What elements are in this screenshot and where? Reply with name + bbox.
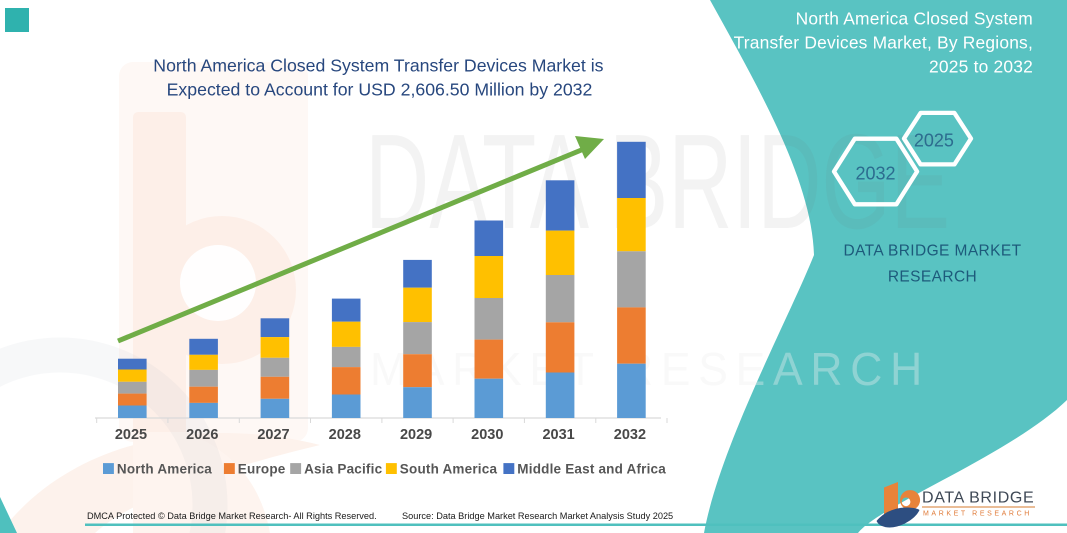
- svg-text:2030: 2030: [471, 427, 503, 443]
- svg-text:Source: Data Bridge Market Res: Source: Data Bridge Market Research Mark…: [402, 511, 673, 521]
- svg-text:2029: 2029: [400, 427, 432, 443]
- svg-text:2031: 2031: [542, 427, 574, 443]
- svg-text:North America: North America: [117, 462, 212, 477]
- svg-text:Expected to Account for USD 2,: Expected to Account for USD 2,606.50 Mil…: [167, 80, 593, 100]
- svg-text:Transfer Devices Market, By Re: Transfer Devices Market, By Regions,: [734, 33, 1033, 53]
- svg-text:DATA BRIDGE MARKET: DATA BRIDGE MARKET: [843, 243, 1021, 260]
- svg-text:Europe: Europe: [238, 462, 286, 477]
- svg-text:RESEARCH: RESEARCH: [888, 269, 977, 286]
- svg-text:2025: 2025: [115, 427, 147, 443]
- svg-text:MARKET RESEARCH: MARKET RESEARCH: [370, 343, 930, 395]
- svg-text:2032: 2032: [614, 427, 646, 443]
- svg-text:DATA BRIDGE: DATA BRIDGE: [365, 106, 950, 257]
- svg-text:DMCA Protected © Data Bridge M: DMCA Protected © Data Bridge Market Rese…: [87, 511, 377, 521]
- svg-text:2032: 2032: [855, 163, 895, 183]
- svg-text:2025 to 2032: 2025 to 2032: [929, 57, 1033, 77]
- svg-text:Middle East and Africa: Middle East and Africa: [517, 462, 666, 477]
- svg-text:North America Closed System: North America Closed System: [796, 9, 1033, 29]
- svg-text:South America: South America: [400, 462, 498, 477]
- svg-text:2025: 2025: [914, 130, 954, 150]
- svg-text:Asia Pacific: Asia Pacific: [304, 462, 382, 477]
- svg-text:2027: 2027: [257, 427, 289, 443]
- svg-text:2026: 2026: [186, 427, 218, 443]
- svg-text:MARKET RESEARCH: MARKET RESEARCH: [923, 511, 1032, 518]
- svg-text:North America Closed System Tr: North America Closed System Transfer Dev…: [153, 56, 603, 76]
- svg-text:2028: 2028: [329, 427, 361, 443]
- svg-text:DATA BRIDGE: DATA BRIDGE: [922, 490, 1034, 507]
